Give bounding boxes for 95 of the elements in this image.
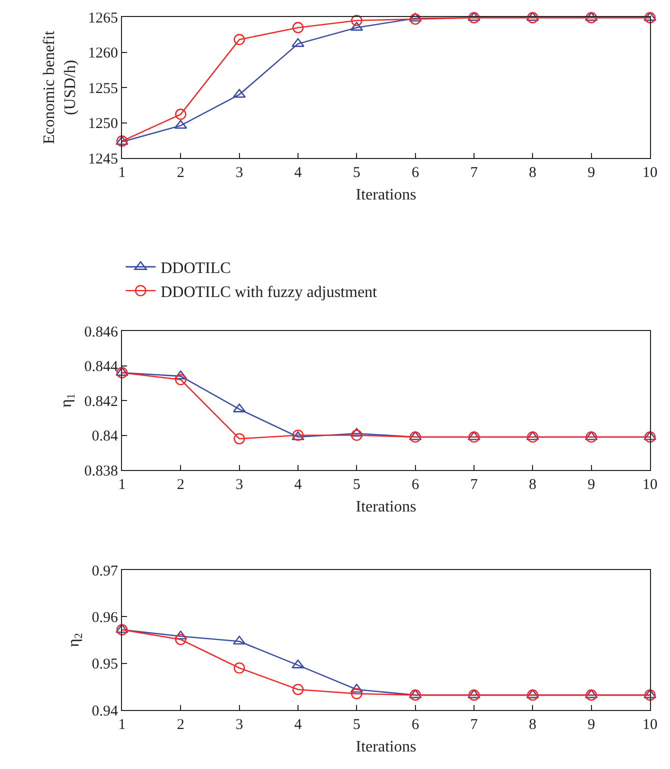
- y-tick-label: 0.844: [84, 359, 118, 375]
- point: [410, 689, 421, 701]
- point: [586, 431, 597, 443]
- x-tick-label: 9: [588, 717, 596, 733]
- point: [468, 12, 480, 24]
- point: [175, 634, 186, 646]
- x-axis-title: Iterations: [356, 498, 416, 516]
- x-tick-label: 1: [118, 165, 126, 181]
- x-tick-label: 3: [236, 165, 244, 181]
- point: [644, 689, 656, 701]
- point: [234, 433, 245, 444]
- y-tick-label: 1245: [88, 151, 118, 168]
- point: [351, 14, 362, 26]
- point: [410, 431, 421, 443]
- x-tick-label: 6: [412, 165, 420, 181]
- x-tick-label: 7: [470, 717, 478, 733]
- y-tick-label: 1250: [88, 116, 118, 132]
- x-tick-label: 3: [236, 477, 244, 493]
- point: [644, 431, 656, 440]
- x-tick-label: 3: [236, 717, 244, 733]
- point: [292, 684, 304, 696]
- x-tick-label: 5: [352, 165, 360, 181]
- y-tick-label: 0.96: [92, 610, 118, 626]
- x-tick-label: 10: [642, 477, 658, 493]
- point: [644, 689, 656, 698]
- x-tick-label: 5: [352, 477, 360, 493]
- x-tick-label: 4: [294, 477, 302, 493]
- point: [644, 431, 656, 443]
- point: [584, 689, 598, 698]
- point: [351, 688, 362, 700]
- y-tick-label: 0.838: [84, 463, 118, 480]
- x-tick-label: 10: [642, 717, 658, 733]
- y-tick-label: 0.84: [92, 428, 118, 444]
- point: [175, 108, 186, 120]
- y-tick-label: 1265: [88, 10, 118, 26]
- x-tick-label: 8: [528, 717, 536, 733]
- x-tick-label: 6: [412, 477, 420, 493]
- x-tick-label: 6: [412, 717, 420, 733]
- point: [468, 689, 480, 701]
- x-axis-title: Iterations: [356, 738, 416, 756]
- point: [174, 120, 188, 129]
- point: [468, 431, 480, 440]
- point: [468, 431, 480, 443]
- point: [116, 624, 128, 636]
- x-tick-label: 9: [588, 165, 596, 181]
- point: [527, 431, 538, 443]
- y-tick-label: 0.97: [92, 563, 118, 580]
- x-tick-label: 8: [528, 477, 536, 493]
- point: [526, 431, 540, 440]
- point: [232, 88, 246, 98]
- legend-label: DDOTILC: [160, 260, 231, 278]
- x-tick-label: 9: [588, 477, 596, 493]
- point: [408, 689, 422, 698]
- point: [527, 12, 538, 24]
- y-tick-label: 0.842: [84, 394, 118, 410]
- x-tick-label: 10: [642, 165, 658, 181]
- x-tick-label: 1: [118, 717, 126, 733]
- x-tick-label: 7: [470, 165, 478, 181]
- point: [350, 22, 364, 31]
- x-tick-label: 2: [176, 477, 184, 493]
- y-axis-title: Economic benefit (USD/h): [41, 30, 79, 144]
- point: [586, 12, 597, 24]
- point: [350, 428, 364, 437]
- point: [408, 12, 422, 22]
- y-tick-label: 0.94: [92, 703, 118, 720]
- x-tick-label: 2: [176, 717, 184, 733]
- point: [468, 689, 480, 698]
- point: [116, 367, 128, 378]
- y-tick-label: 0.95: [92, 656, 118, 673]
- point: [234, 34, 245, 46]
- point: [350, 684, 364, 693]
- x-tick-label: 8: [528, 165, 536, 181]
- x-tick-label: 2: [176, 165, 184, 181]
- point: [408, 431, 422, 440]
- point: [292, 22, 304, 34]
- point: [644, 12, 656, 24]
- x-axis-title: Iterations: [356, 186, 416, 204]
- y-tick-label: 1260: [88, 46, 118, 62]
- point: [175, 374, 186, 386]
- x-tick-label: 1: [118, 477, 126, 493]
- point: [234, 662, 245, 674]
- point: [232, 636, 246, 645]
- point: [527, 689, 538, 701]
- y-tick-label: 0.846: [84, 324, 118, 340]
- point: [410, 13, 421, 25]
- x-tick-label: 7: [470, 477, 478, 493]
- x-tick-label: 4: [294, 165, 302, 181]
- point: [584, 431, 598, 440]
- y-tick-label: 1255: [88, 80, 118, 97]
- point: [351, 430, 362, 441]
- x-tick-label: 4: [294, 717, 302, 733]
- legend-label: DDOTILC with fuzzy adjustment: [160, 284, 378, 301]
- point: [526, 689, 540, 698]
- point: [586, 689, 597, 701]
- x-tick-label: 5: [352, 717, 360, 733]
